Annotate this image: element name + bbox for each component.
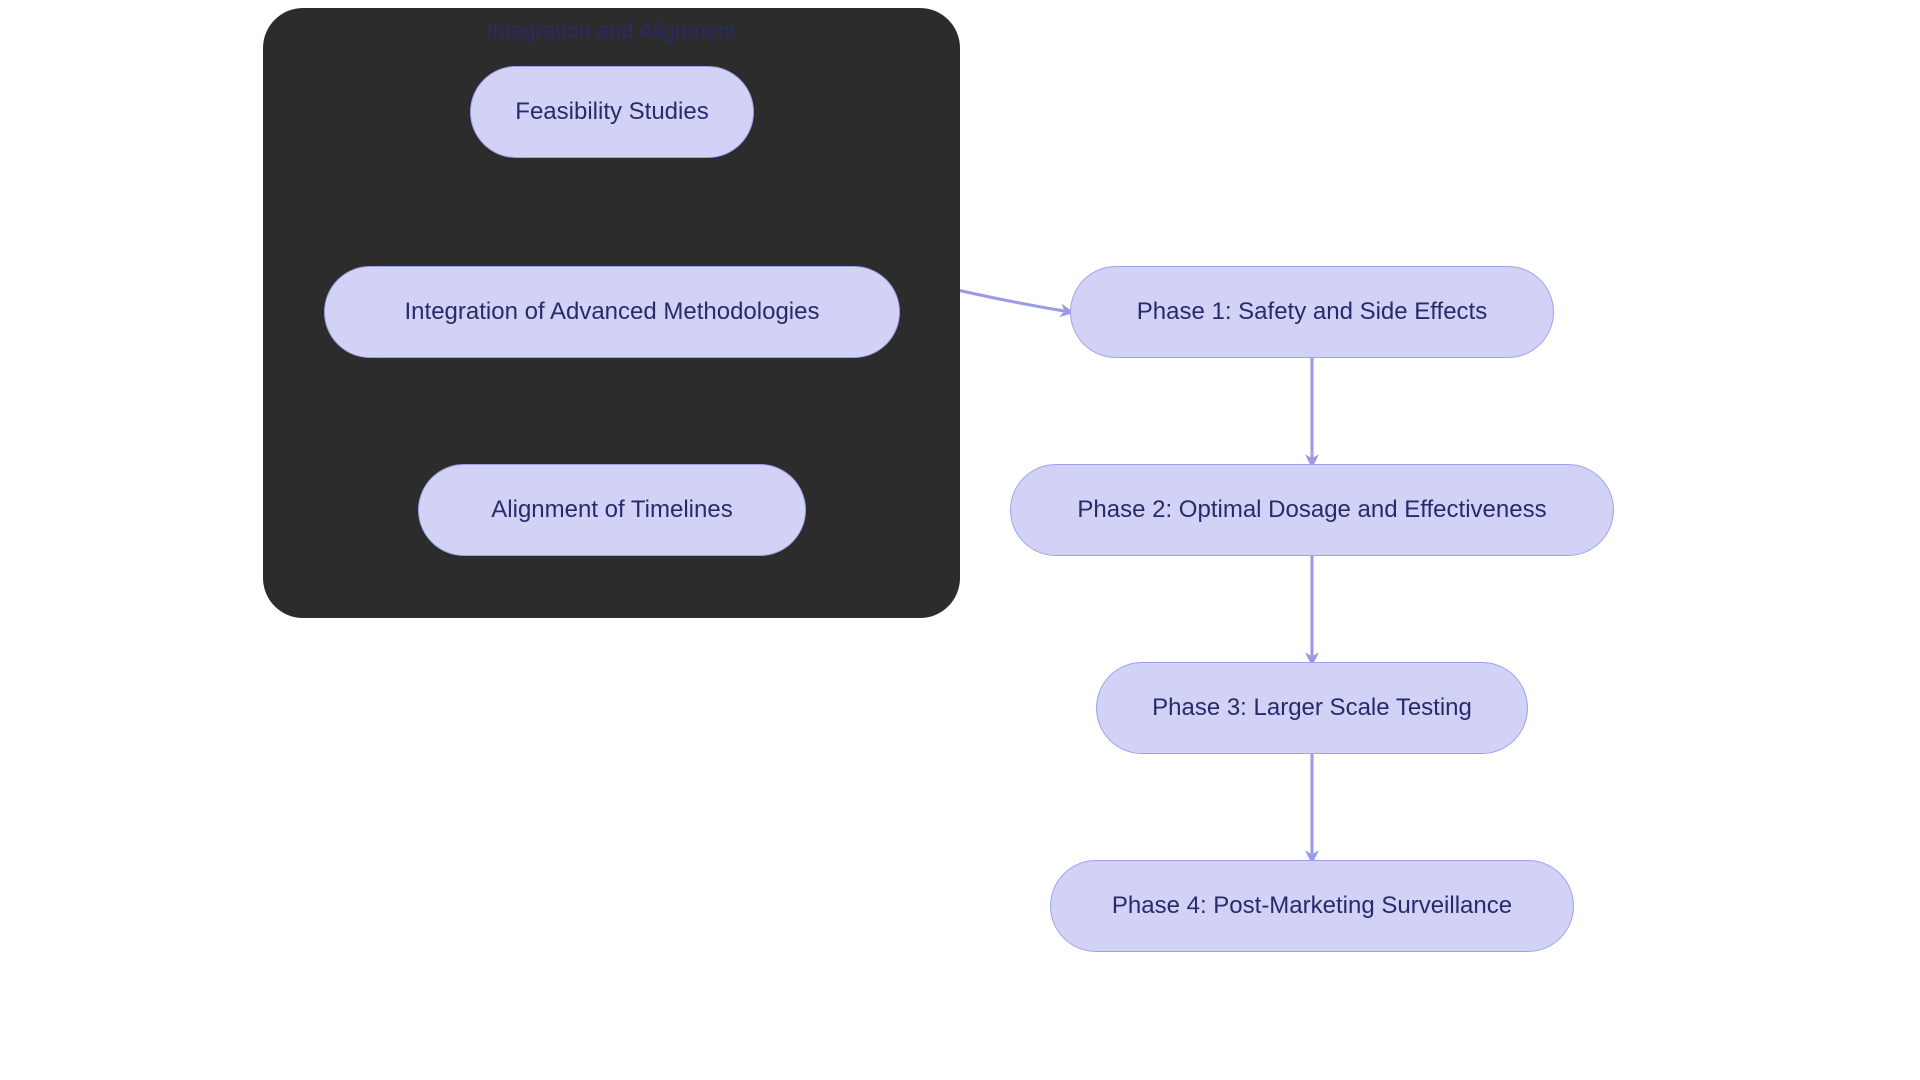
node-label: Phase 1: Safety and Side Effects bbox=[1137, 298, 1487, 326]
node-label: Integration of Advanced Methodologies bbox=[405, 298, 820, 326]
node-phase-3: Phase 3: Larger Scale Testing bbox=[1096, 662, 1528, 754]
node-phase-1: Phase 1: Safety and Side Effects bbox=[1070, 266, 1554, 358]
node-phase-4: Phase 4: Post-Marketing Surveillance bbox=[1050, 860, 1574, 952]
group-title: Integration and Alignment bbox=[263, 18, 960, 44]
flowchart-canvas: Integration and Alignment Feasibility St… bbox=[0, 0, 1920, 1080]
node-label: Phase 4: Post-Marketing Surveillance bbox=[1112, 892, 1512, 920]
node-label: Feasibility Studies bbox=[515, 98, 708, 126]
node-feasibility-studies: Feasibility Studies bbox=[470, 66, 754, 158]
node-phase-2: Phase 2: Optimal Dosage and Effectivenes… bbox=[1010, 464, 1614, 556]
node-alignment-timelines: Alignment of Timelines bbox=[418, 464, 806, 556]
node-label: Phase 2: Optimal Dosage and Effectivenes… bbox=[1077, 496, 1546, 524]
node-label: Phase 3: Larger Scale Testing bbox=[1152, 694, 1472, 722]
node-advanced-methodologies: Integration of Advanced Methodologies bbox=[324, 266, 900, 358]
node-label: Alignment of Timelines bbox=[491, 496, 732, 524]
